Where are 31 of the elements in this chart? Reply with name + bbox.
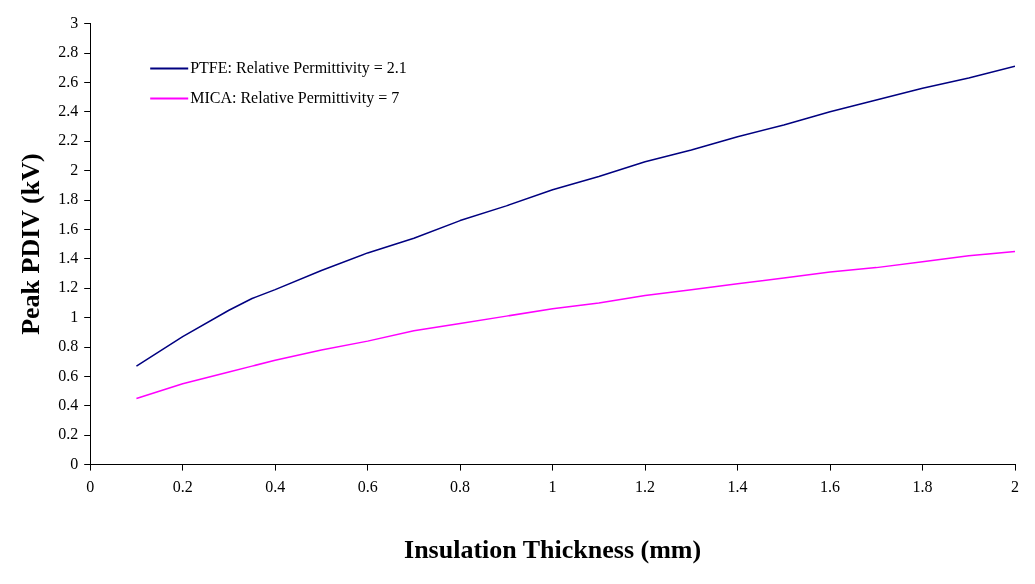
y-tick-label: 1.2	[58, 278, 79, 296]
y-tick-label: 0.2	[58, 425, 79, 443]
y-tick-label: 2.4	[58, 102, 79, 119]
y-tick-label: 2.2	[58, 131, 79, 149]
x-tick-label: 0.8	[450, 478, 471, 496]
y-tick-label: 2.6	[58, 72, 79, 90]
y-tick-label: 0.4	[58, 396, 79, 413]
x-tick-label: 0.2	[172, 478, 193, 496]
y-tick-label: 3	[70, 13, 79, 31]
y-tick-label: 1.4	[58, 249, 79, 266]
x-tick-label: 1	[548, 478, 557, 496]
y-tick-label: 2.8	[58, 43, 79, 61]
legend-label: MICA: Relative Permittivity = 7	[190, 88, 400, 107]
x-tick-label: 0.4	[265, 478, 286, 496]
x-tick-label: 1.2	[635, 478, 656, 496]
x-tick-label: 0	[86, 478, 95, 496]
x-axis-title: Insulation Thickness (mm)	[404, 535, 702, 565]
y-tick-label: 0.8	[58, 337, 79, 355]
y-tick-label: 0.6	[58, 366, 79, 384]
x-tick-label: 0.6	[357, 478, 378, 496]
y-tick-label: 1	[70, 307, 79, 325]
y-tick-label: 1.8	[58, 190, 79, 208]
y-tick-label: 0	[70, 454, 79, 472]
x-tick-label: 1.8	[912, 478, 933, 496]
y-axis-title: Peak PDIV (kV)	[16, 153, 46, 335]
y-tick-label: 1.6	[58, 219, 79, 237]
legend-label: PTFE: Relative Permittivity = 2.1	[190, 58, 407, 77]
x-tick-label: 1.4	[727, 478, 748, 496]
x-tick-label: 2	[1011, 478, 1019, 496]
x-tick-label: 1.6	[820, 478, 841, 496]
y-tick-label: 2	[70, 160, 79, 178]
